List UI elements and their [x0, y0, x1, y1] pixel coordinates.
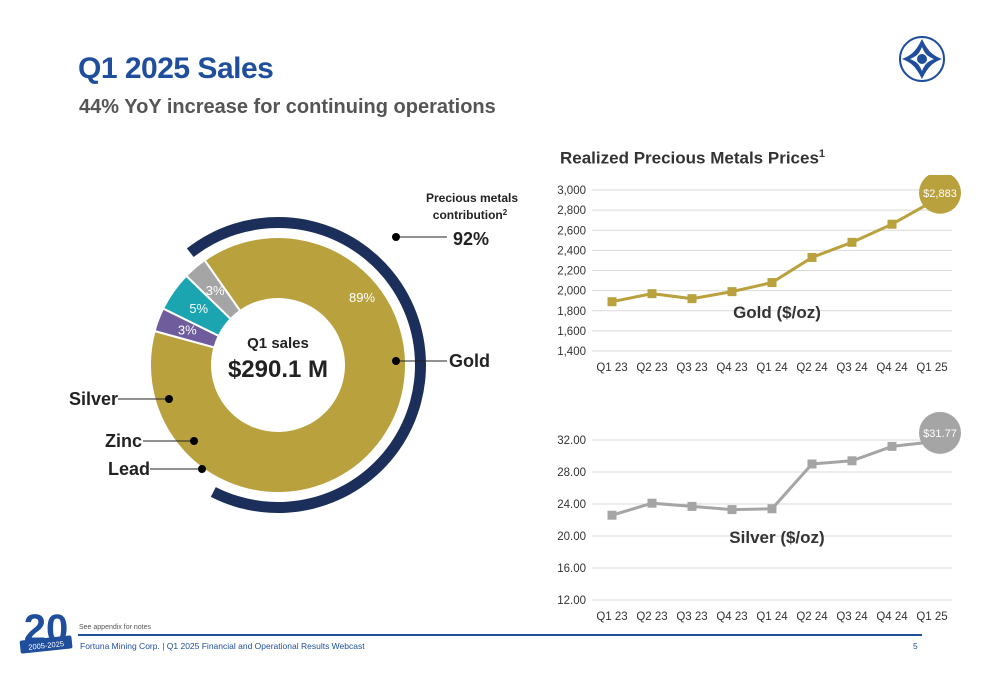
gold-ytick: 2,800	[557, 205, 586, 217]
donut-center-label: Q1 sales	[247, 335, 309, 352]
gold-point	[887, 219, 897, 229]
silver-xtick: Q1 24	[756, 611, 788, 623]
silver-point	[727, 505, 737, 515]
gold-point	[727, 287, 737, 297]
badge-years: 2005-2025	[28, 639, 65, 652]
silver-xtick: Q2 23	[636, 611, 667, 623]
silver-ytick: 32.00	[557, 435, 586, 447]
gold-series-label: Gold ($/oz)	[733, 303, 821, 322]
gold-xtick: Q2 24	[796, 362, 828, 374]
silver-point	[847, 456, 857, 466]
silver-xtick: Q1 25	[916, 611, 947, 623]
donut-label-gold: 89%	[349, 290, 375, 305]
gold-xtick: Q4 23	[716, 362, 747, 374]
precious-metals-label: Precious metals	[426, 191, 518, 205]
silver-price-chart: 32.00 28.00 24.00 20.00 16.00 12.00 Q1 23 Q2 23…	[557, 411, 961, 623]
silver-point	[807, 459, 817, 469]
silver-xtick: Q1 23	[596, 611, 627, 623]
gold-xtick: Q4 24	[876, 362, 908, 374]
gold-xtick: Q1 25	[916, 362, 947, 374]
gold-ytick: 1,800	[557, 306, 586, 318]
silver-ytick: 24.00	[557, 499, 586, 511]
silver-xtick: Q4 23	[716, 611, 747, 623]
gold-xtick: Q1 24	[756, 362, 788, 374]
silver-ytick: 28.00	[557, 467, 586, 479]
silver-series-label: Silver ($/oz)	[729, 528, 824, 547]
donut-label-silver: 3%	[206, 283, 225, 298]
silver-ytick: 12.00	[557, 595, 586, 607]
gold-ytick: 1,600	[557, 326, 586, 338]
gold-point	[767, 278, 777, 288]
page-title: Q1 2025 Sales	[78, 52, 274, 85]
footnote: See appendix for notes	[79, 624, 151, 631]
silver-point	[767, 504, 777, 514]
gold-point	[687, 294, 697, 304]
silver-xtick: Q2 24	[796, 611, 828, 623]
precious-metals-label-2: contribution2	[433, 208, 508, 222]
gold-xtick: Q3 23	[676, 362, 707, 374]
sales-donut-chart: 89% 3% 5% 3% Q1 sales $290.1 M Precious met…	[69, 191, 518, 513]
lead-callout-label: Lead	[108, 459, 150, 479]
page-number: 5	[913, 641, 918, 651]
gold-point	[807, 252, 817, 262]
silver-xtick: Q3 24	[836, 611, 868, 623]
gold-ytick: 3,000	[557, 185, 586, 197]
silver-point	[607, 510, 617, 520]
anniversary-badge-icon: 20 2005-2025	[19, 607, 73, 654]
silver-ytick: 20.00	[557, 531, 586, 543]
gold-xtick: Q1 23	[596, 362, 627, 374]
silver-xtick: Q3 23	[676, 611, 707, 623]
silver-point	[887, 441, 897, 451]
gold-ytick: 2,600	[557, 225, 586, 237]
donut-label-zinc: 5%	[189, 301, 208, 316]
footer-text: Fortuna Mining Corp. | Q1 2025 Financial…	[80, 641, 365, 651]
prices-chart-title: Realized Precious Metals Prices1	[560, 148, 826, 168]
footer-divider	[78, 634, 922, 636]
donut-slice-gold	[149, 236, 407, 494]
gold-point	[607, 297, 617, 307]
gold-callout-label: Gold	[449, 351, 490, 371]
gold-xtick: Q3 24	[836, 362, 868, 374]
donut-label-lead: 3%	[178, 323, 197, 338]
donut-center-value: $290.1 M	[228, 356, 328, 383]
donut-slice-silver	[184, 258, 242, 321]
silver-xtick: Q4 24	[876, 611, 908, 623]
silver-callout-label: Silver	[69, 389, 118, 409]
silver-end-label: $31.77	[923, 428, 957, 440]
gold-ytick: 2,000	[557, 286, 586, 298]
company-logo-icon	[899, 36, 945, 82]
gold-ytick: 2,400	[557, 245, 586, 257]
gold-end-label: $2,883	[923, 188, 957, 200]
gold-ytick: 1,400	[557, 346, 586, 358]
precious-metals-value: 92%	[453, 229, 489, 249]
gold-price-chart: 3,000 2,800 2,600 2,400 2,200 2,000 1,800 1,600…	[557, 175, 961, 374]
silver-point	[687, 501, 697, 511]
gold-ytick: 2,200	[557, 266, 586, 278]
zinc-callout-label: Zinc	[105, 431, 142, 451]
silver-point	[647, 498, 657, 508]
gold-point	[847, 237, 857, 247]
silver-end-bubble	[919, 411, 961, 454]
gold-point	[647, 289, 657, 299]
page-subtitle: 44% YoY increase for continuing operatio…	[79, 96, 496, 118]
gold-xtick: Q2 23	[636, 362, 667, 374]
gold-end-bubble	[919, 175, 961, 214]
silver-ytick: 16.00	[557, 563, 586, 575]
